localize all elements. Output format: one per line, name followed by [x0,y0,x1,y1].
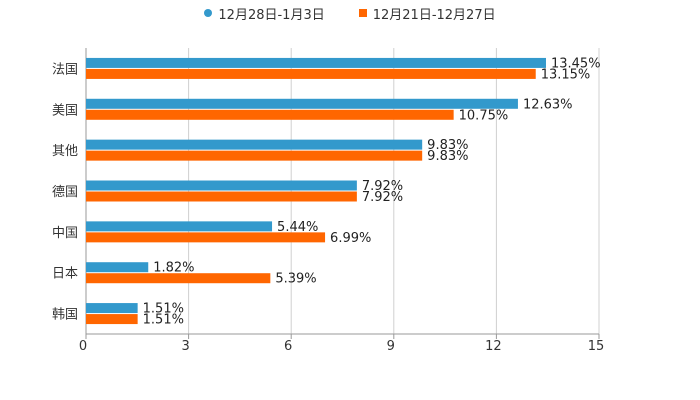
x-tick-label: 9 [387,339,395,354]
data-label-series-2: 7.92% [362,190,403,205]
legend-label-series-2: 12月21日-12月27日 [372,7,496,23]
x-tick-label: 3 [181,339,189,354]
y-category-label: 日本 [52,267,78,282]
bar-series-2 [86,191,357,202]
x-tick-label: 6 [284,339,292,354]
data-label-series-2: 13.15% [541,67,591,82]
bar-series-1 [86,139,423,150]
legend-marker-series-1 [204,9,213,17]
data-label-series-2: 10.75% [459,108,509,123]
data-label-series-1: 12.63% [523,97,573,112]
data-label-series-1: 5.44% [277,220,318,235]
bar-series-1 [86,180,357,191]
y-category-label: 中国 [52,226,78,241]
bar-series-1 [86,262,149,273]
legend-item-series-2[interactable]: 12月21日-12月27日 [358,4,496,23]
data-label-series-1: 1.51% [143,302,184,317]
legend-marker-series-2 [358,9,367,17]
data-label-series-1: 9.83% [427,138,468,153]
y-category-label: 法国 [52,62,78,77]
legend-item-series-1[interactable]: 12月28日-1月3日 [204,4,325,23]
legend-label-series-1: 12月28日-1月3日 [218,7,325,23]
y-category-label: 美国 [52,103,78,118]
bar-series-1 [86,303,138,314]
bar-series-2 [86,273,271,284]
data-label-series-2: 6.99% [330,231,371,246]
bar-series-2 [86,314,138,325]
x-tick-label: 12 [485,339,502,354]
data-label-series-1: 13.45% [551,56,601,71]
x-tick-label: 15 [588,339,605,354]
legend: 12月28日-1月3日 12月21日-12月27日 [0,4,700,23]
y-category-label: 韩国 [52,308,78,323]
bar-series-2 [86,232,326,243]
bar-series-2 [86,68,536,79]
bar-series-2 [86,109,454,120]
y-category-label: 其他 [52,144,78,159]
bar-series-1 [86,221,273,232]
bar-series-1 [86,98,518,109]
bar-series-1 [86,57,546,68]
data-label-series-2: 1.51% [143,313,184,328]
data-label-series-2: 9.83% [427,149,468,164]
data-label-series-1: 7.92% [362,179,403,194]
x-tick-label: 0 [79,339,87,354]
data-label-series-2: 5.39% [275,272,316,287]
y-category-label: 德国 [52,185,78,200]
data-label-series-1: 1.82% [153,261,194,276]
bar-series-2 [86,150,423,161]
